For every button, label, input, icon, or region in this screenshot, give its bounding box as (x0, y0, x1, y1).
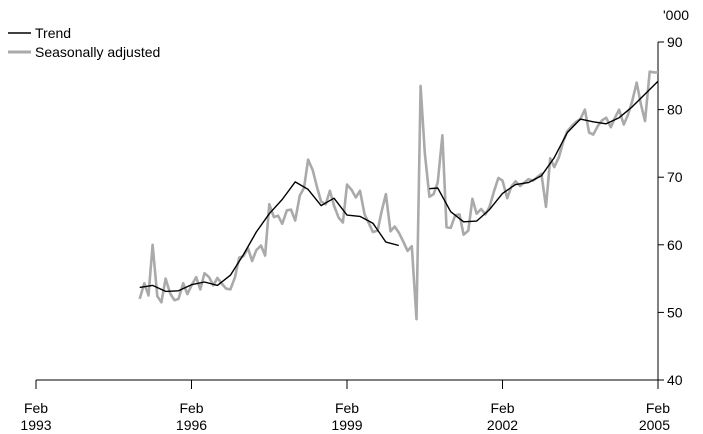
legend: Trend Seasonally adjusted (8, 25, 160, 60)
x-tick-label-year: 2002 (487, 417, 518, 433)
series-line-trend-segment-1 (139, 181, 399, 293)
x-tick-label-month: Feb (335, 400, 359, 416)
y-tick-label: 40 (667, 372, 683, 388)
plot-area (138, 70, 659, 321)
y-tick-label: 90 (667, 34, 683, 50)
y-tick-label: 70 (667, 169, 683, 185)
y-tick-label: 50 (667, 304, 683, 320)
x-tick-label-year: 2005 (639, 417, 670, 433)
x-tick-label-year: 1993 (20, 417, 51, 433)
series-line-trend-segment-2 (429, 80, 659, 223)
x-tick-label-month: Feb (24, 400, 48, 416)
x-tick-label-month: Feb (490, 400, 514, 416)
legend-trend-label: Trend (35, 25, 71, 41)
x-tick-label-year: 1996 (176, 417, 207, 433)
x-tick-label-year: 1999 (331, 417, 362, 433)
x-tick-label-month: Feb (646, 400, 670, 416)
series-line-seasonally-adjusted (138, 70, 658, 321)
axes: 405060708090Feb1993Feb1996Feb1999Feb2002… (20, 34, 682, 433)
y-tick-label: 80 (667, 102, 683, 118)
legend-seasonally-adjusted-label: Seasonally adjusted (35, 44, 160, 60)
x-tick-label-month: Feb (179, 400, 203, 416)
y-axis-unit-label: '000 (663, 7, 689, 23)
y-tick-label: 60 (667, 237, 683, 253)
